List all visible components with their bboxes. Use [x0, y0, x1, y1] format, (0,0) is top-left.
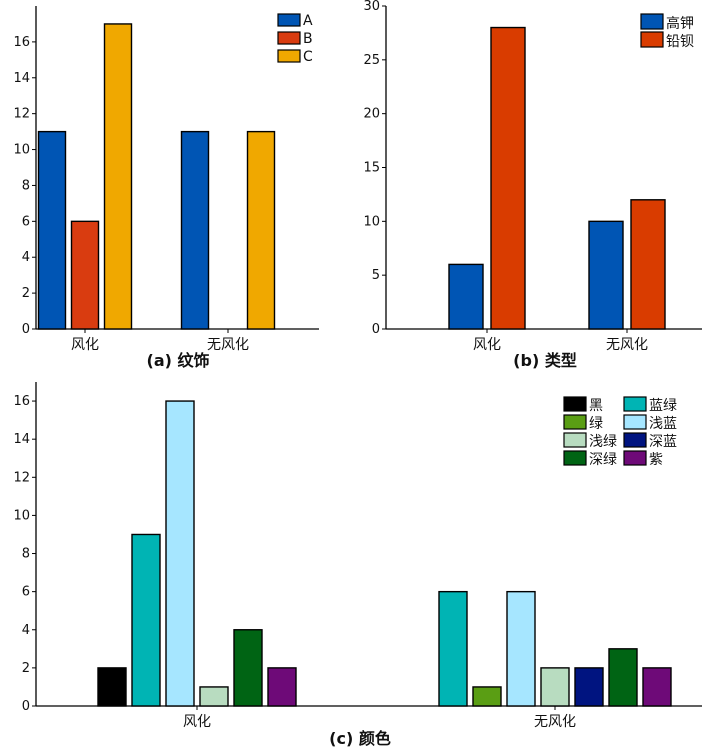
legend-label: C: [303, 49, 313, 65]
bar-深绿-风化: [233, 629, 263, 707]
y-tick-label: 4: [22, 250, 30, 265]
y-tick-label: 8: [22, 178, 30, 193]
y-tick-label: 12: [13, 470, 30, 485]
legend-swatch: [277, 13, 301, 27]
bar-深蓝-无风化: [574, 667, 604, 707]
x-category-label: 风化: [183, 714, 211, 730]
legend-swatch: [623, 396, 647, 412]
x-category-label: 风化: [473, 337, 501, 353]
legend-swatch: [563, 432, 587, 448]
y-tick-label: 0: [372, 322, 380, 337]
y-tick-label: 14: [13, 71, 30, 86]
bar-高钾-无风化: [588, 220, 624, 330]
bar-C-无风化: [246, 130, 276, 330]
legend-label: 深蓝: [649, 434, 677, 450]
bar-浅蓝-无风化: [506, 590, 536, 707]
legend-swatch: [623, 414, 647, 430]
legend-label: 浅蓝: [649, 416, 677, 432]
x-category-label: 风化: [71, 337, 99, 353]
panel-caption: (b) 类型: [513, 351, 577, 370]
bar-蓝绿-无风化: [438, 590, 468, 707]
y-tick-label: 6: [22, 585, 30, 600]
legend-swatch: [623, 450, 647, 466]
bar-B-风化: [70, 220, 100, 330]
legend-label: 高钾: [666, 15, 694, 32]
legend-swatch: [623, 432, 647, 448]
bar-A-风化: [37, 130, 67, 330]
y-tick-label: 25: [363, 53, 380, 68]
y-tick-label: 5: [372, 268, 380, 283]
legend-label: 浅绿: [589, 434, 617, 450]
bar-浅蓝-风化: [165, 400, 195, 707]
legend-label: A: [303, 13, 313, 29]
y-tick-label: 0: [22, 322, 30, 337]
legend-label: 深绿: [589, 452, 617, 468]
y-tick-label: 14: [13, 432, 30, 447]
panel-caption: (a) 纹饰: [147, 351, 210, 370]
legend-swatch: [277, 31, 301, 45]
y-tick-label: 30: [363, 0, 380, 14]
y-tick-label: 10: [363, 214, 380, 229]
y-tick-label: 20: [363, 107, 380, 122]
bar-C-风化: [103, 23, 133, 330]
bar-浅绿-风化: [199, 686, 229, 707]
legend-label: 绿: [589, 416, 603, 432]
bar-铅钡-风化: [490, 26, 526, 330]
y-tick-label: 15: [363, 161, 380, 176]
bar-紫-无风化: [642, 667, 672, 707]
y-tick-label: 6: [22, 214, 30, 229]
y-tick-label: 2: [22, 286, 30, 301]
bar-A-无风化: [180, 130, 210, 330]
bar-蓝绿-风化: [131, 533, 161, 707]
legend-label: B: [303, 31, 313, 47]
x-category-label: 无风化: [606, 337, 648, 353]
legend-swatch: [277, 49, 301, 63]
y-tick-label: 12: [13, 107, 30, 122]
legend-swatch: [563, 396, 587, 412]
panel-caption: (c) 颜色: [329, 729, 391, 748]
y-tick-label: 0: [22, 699, 30, 714]
y-tick-label: 10: [13, 508, 30, 523]
panel-a: 0 2 4 6 8 10 12 14 16 风化 无风化 ABC (a) 纹饰: [13, 6, 319, 370]
x-category-label: 无风化: [534, 714, 576, 730]
legend-label: 铅钡: [666, 34, 694, 50]
y-tick-label: 2: [22, 661, 30, 676]
bar-紫-风化: [267, 667, 297, 707]
legend-label: 蓝绿: [649, 398, 677, 414]
legend-swatch: [640, 13, 664, 30]
bar-深绿-无风化: [608, 648, 638, 707]
legend-swatch: [563, 414, 587, 430]
y-tick-label: 16: [13, 35, 30, 50]
legend-label: 紫: [649, 452, 663, 468]
y-tick-label: 16: [13, 394, 30, 409]
bar-铅钡-无风化: [630, 199, 666, 330]
bar-黑-风化: [97, 667, 127, 707]
y-tick-label: 4: [22, 623, 30, 638]
legend-swatch: [563, 450, 587, 466]
legend-label: 黑: [589, 398, 603, 414]
legend-swatch: [640, 31, 664, 48]
bar-高钾-风化: [448, 263, 484, 330]
bar-绿-无风化: [472, 686, 502, 707]
y-tick-label: 8: [22, 547, 30, 562]
x-category-label: 无风化: [207, 337, 249, 353]
bar-浅绿-无风化: [540, 667, 570, 707]
y-tick-label: 10: [13, 143, 30, 158]
